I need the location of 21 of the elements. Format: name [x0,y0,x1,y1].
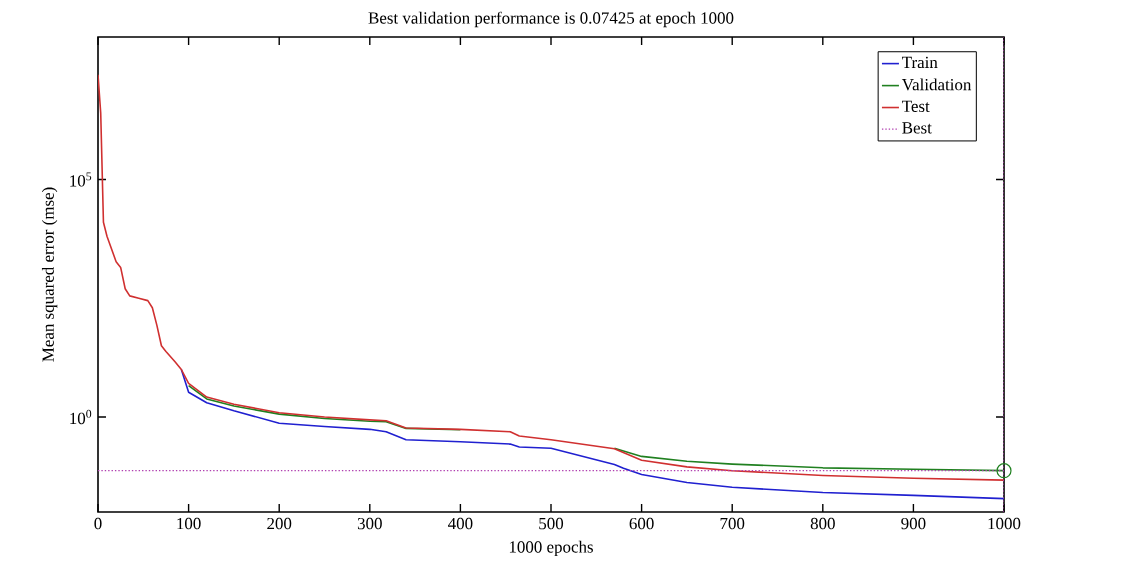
y-axis-title: Mean squared error (mse) [41,187,58,362]
legend-label: Train [902,56,938,69]
x-tick-label: 800 [810,517,835,530]
x-tick-label: 0 [94,517,102,530]
y-tick-label: 10$^{5}$ [70,172,92,187]
chart-title: Best validation performance is 0.07425 at epoch 1000 [368,11,734,28]
y-tick-label: 10$^{0}$ [70,409,92,425]
x-tick-label: 400 [448,517,473,530]
x-tick-label: 200 [267,517,292,530]
x-tick-label: 500 [539,517,564,530]
x-tick-label: 300 [357,517,382,530]
line-series [98,74,1005,481]
x-tick-label: 900 [901,517,926,530]
x-tick-label: 700 [720,517,745,530]
x-axis-title: 1000 epochs [509,540,593,557]
legend-label: Validation [901,78,972,91]
legend-label: Test [902,100,930,112]
x-tick-label: 100 [177,517,201,530]
legend-label: Best [902,122,932,134]
x-tick-label: 600 [629,517,654,530]
x-tick-label: 1000 [988,517,1021,530]
